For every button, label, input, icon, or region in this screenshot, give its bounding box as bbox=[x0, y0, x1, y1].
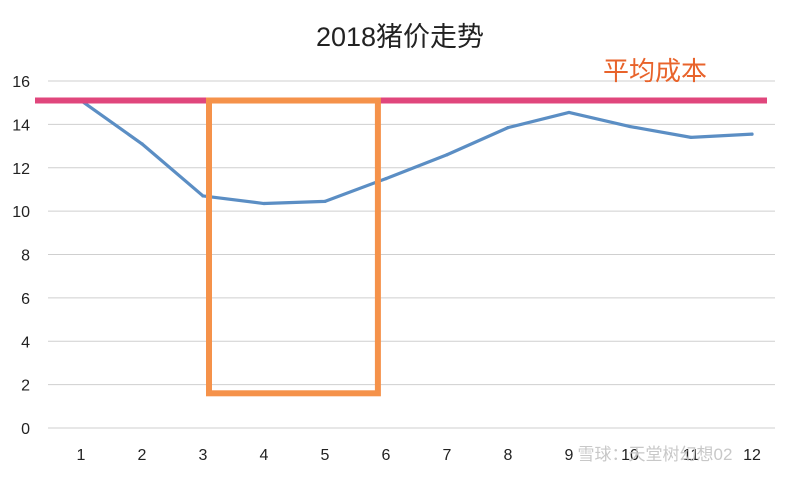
x-tick-label: 11 bbox=[683, 447, 700, 464]
x-tick-label: 7 bbox=[443, 447, 452, 464]
series-layer bbox=[79, 98, 754, 206]
chart-title: 2018猪价走势 bbox=[316, 22, 484, 52]
y-axis: 0 2 4 6 8 10 12 14 16 bbox=[12, 74, 30, 438]
data-point bbox=[384, 176, 388, 181]
y-tick-label: 6 bbox=[21, 291, 30, 308]
data-point bbox=[262, 201, 266, 206]
x-tick-label: 4 bbox=[260, 447, 269, 464]
data-point bbox=[323, 199, 327, 203]
y-tick-label: 14 bbox=[12, 117, 30, 134]
x-tick-label: 2 bbox=[138, 447, 147, 464]
y-tick-label: 4 bbox=[21, 334, 30, 351]
data-point bbox=[445, 153, 449, 157]
y-tick-label: 2 bbox=[21, 378, 30, 395]
y-tick-label: 10 bbox=[12, 204, 30, 221]
y-tick-label: 12 bbox=[12, 161, 30, 178]
data-point bbox=[140, 142, 144, 146]
watermark: 雪球：天堂树幻想02 bbox=[578, 445, 733, 464]
average-cost-label: 平均成本 bbox=[603, 56, 707, 86]
data-point bbox=[750, 132, 754, 136]
data-point bbox=[506, 126, 510, 130]
x-axis: 1 2 3 4 5 6 7 8 9 10 11 12 bbox=[77, 447, 761, 464]
y-tick-label: 8 bbox=[21, 248, 30, 265]
x-tick-label: 3 bbox=[199, 447, 208, 464]
y-tick-label: 16 bbox=[12, 74, 30, 91]
highlight-box bbox=[206, 97, 381, 397]
x-tick-label: 6 bbox=[382, 447, 391, 464]
data-point bbox=[201, 194, 205, 198]
data-point bbox=[628, 124, 632, 129]
x-tick-label: 10 bbox=[621, 447, 639, 464]
x-tick-label: 9 bbox=[565, 447, 574, 464]
annotation-layer bbox=[35, 97, 767, 397]
x-tick-label: 8 bbox=[504, 447, 513, 464]
series-line-0 bbox=[79, 98, 754, 206]
x-tick-label: 5 bbox=[321, 447, 330, 464]
x-tick-label: 1 bbox=[77, 447, 86, 464]
data-point bbox=[689, 135, 693, 139]
y-tick-label: 0 bbox=[21, 421, 30, 438]
data-point bbox=[567, 110, 571, 115]
x-tick-label: 12 bbox=[743, 447, 761, 464]
